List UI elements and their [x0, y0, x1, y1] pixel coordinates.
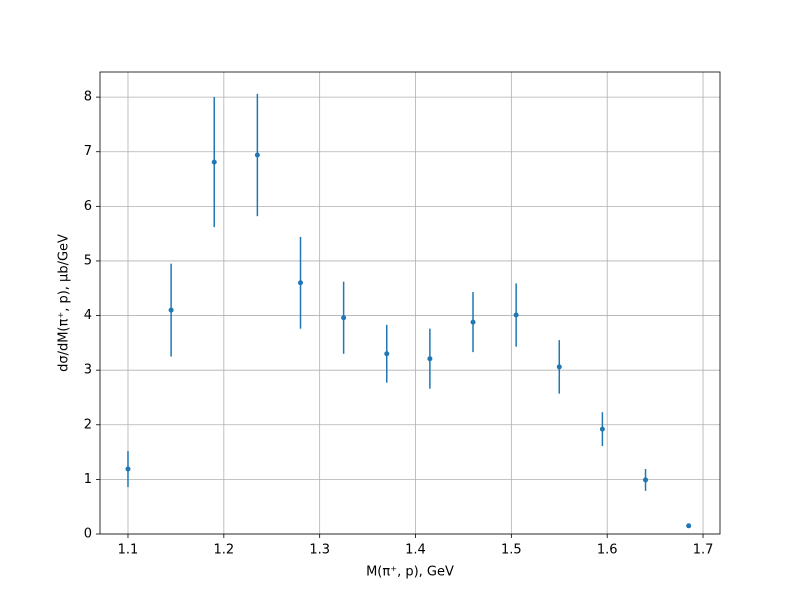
data-point [599, 426, 605, 432]
data-point [125, 466, 131, 472]
data-point [211, 159, 217, 165]
data-point [384, 351, 390, 357]
data-point [513, 312, 519, 318]
y-tick-label: 1 [84, 472, 92, 487]
grid [100, 72, 720, 535]
data-point [254, 152, 260, 158]
data-point [643, 477, 649, 483]
data-point [298, 280, 304, 286]
x-tick-label: 1.4 [405, 543, 426, 558]
y-tick-label: 4 [84, 308, 92, 323]
x-tick-label: 1.7 [693, 543, 714, 558]
y-tick-label: 2 [84, 417, 92, 432]
y-tick-label: 5 [84, 253, 92, 268]
data-point [427, 356, 433, 362]
y-tick-label: 8 [84, 90, 92, 105]
y-tick-label: 7 [84, 144, 92, 159]
x-tick-label: 1.1 [118, 543, 139, 558]
y-tick-label: 3 [84, 363, 92, 378]
data-point [556, 364, 562, 370]
y-tick-label: 6 [84, 199, 92, 214]
x-axis-label: M(π⁺, p), GeV [366, 565, 454, 580]
x-tick-label: 1.5 [501, 543, 522, 558]
y-axis-label: dσ/dM(π⁺, p), μb/GeV [57, 234, 72, 372]
axes-frame [99, 71, 721, 535]
x-tick-label: 1.3 [309, 543, 330, 558]
data-point [686, 523, 692, 529]
data-point [341, 315, 347, 321]
x-tick-label: 1.6 [597, 543, 618, 558]
y-tick-label: 0 [84, 527, 92, 542]
data-point [470, 319, 476, 325]
data-point [168, 307, 174, 313]
x-tick-label: 1.2 [213, 543, 234, 558]
